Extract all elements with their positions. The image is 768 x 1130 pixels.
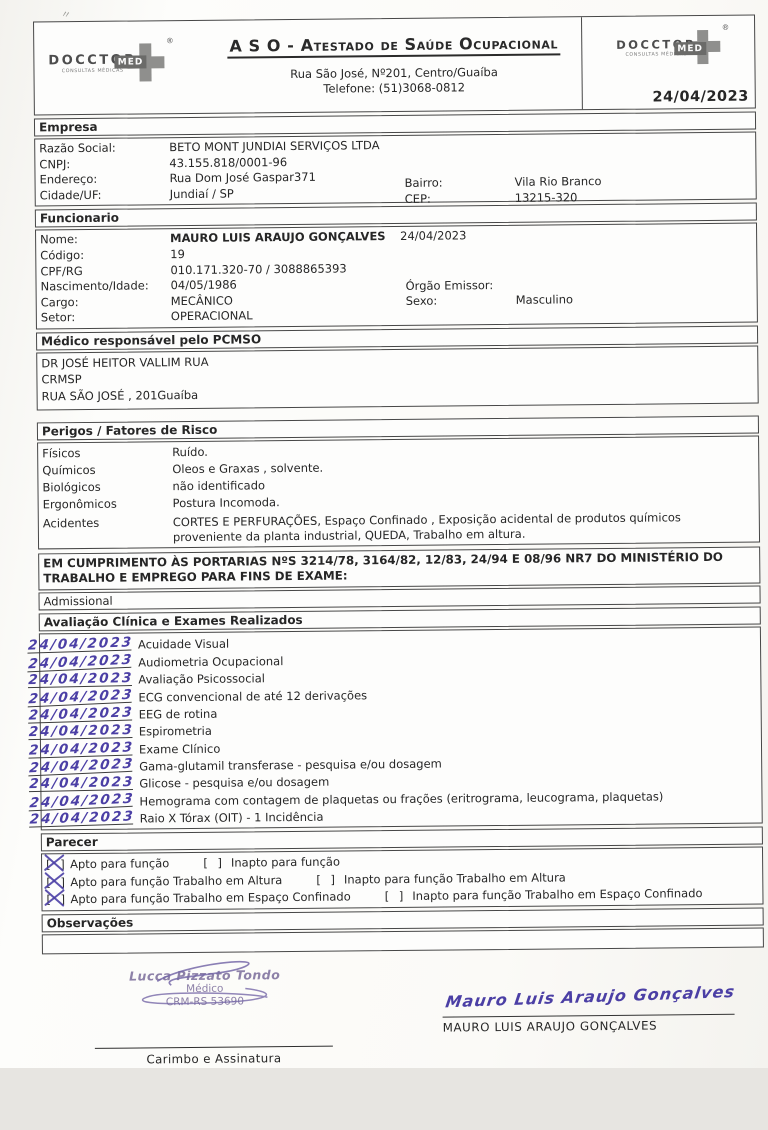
exam-name: Espirometria xyxy=(138,724,212,739)
field-label-cep: CEP: xyxy=(404,191,431,206)
risk-label: Biológicos xyxy=(42,479,101,495)
checkbox-apto-espaco-confinado: [ ] xyxy=(46,891,70,909)
risk-label: Químicos xyxy=(42,462,96,478)
field-label: Setor: xyxy=(40,310,76,325)
field-value: 19 xyxy=(170,246,185,262)
logo-med-text: MED xyxy=(114,55,147,69)
field-value: 43.155.818/0001-96 xyxy=(169,154,288,170)
field-value: MECÂNICO xyxy=(170,293,233,308)
inapto-label: Inapto para função xyxy=(230,854,341,870)
apto-label: Apto para função xyxy=(70,856,170,872)
field-value: 04/05/1986 xyxy=(170,277,237,293)
risk-value: não identificado xyxy=(172,478,266,494)
exam-name: Audiometria Ocupacional xyxy=(138,653,284,670)
risk-value: Postura Incomoda. xyxy=(172,495,280,511)
exam-name: Raio X Tórax (OIT) - 1 Incidência xyxy=(139,809,324,826)
exam-name: Exame Clínico xyxy=(138,741,221,757)
medical-cross-icon: MED ® xyxy=(674,23,729,64)
document-content: 〃 DOCCTOR CONSULTAS MÉDICAS MED ® A S O … xyxy=(27,9,766,1130)
inapto-label: Inapto para função Trabalho em Altura xyxy=(343,870,566,887)
field-value: OPERACIONAL xyxy=(170,308,253,324)
field-value: Rua Dom José Gaspar371 xyxy=(169,169,316,186)
exam-date-handwritten: 24/04/2023 xyxy=(29,808,136,828)
logo-tagline: CONSULTAS MÉDICAS xyxy=(61,68,124,74)
document-title: A S O - Atestado de Saúde Ocupacional xyxy=(227,33,561,59)
checkbox-brackets: [ ] xyxy=(46,874,68,890)
risk-value: Ruído. xyxy=(172,444,208,460)
section-perigos: Físicos Ruído. Químicos Oleos e Graxas ,… xyxy=(37,435,761,550)
employee-signature-handwriting: Mauro Luis Araujo Gonçalves xyxy=(444,982,737,1012)
clinic-address: Rua São José, Nº201, Centro/Guaíba Telef… xyxy=(206,64,581,98)
risk-value: CORTES E PERFURAÇÕES, Espaço Confinado ,… xyxy=(172,510,685,545)
checkbox-apto-funcao: [ ] xyxy=(46,856,70,874)
scanned-document-page: { "colors": { "handwriting_ink": "#4b3fa… xyxy=(0,0,768,1068)
carimbo-assinatura-label: Carimbo e Assinatura xyxy=(146,1051,282,1067)
risk-acidentes: Acidentes CORTES E PERFURAÇÕES, Espaço C… xyxy=(43,509,755,546)
section-parecer: [ ] Apto para função [ ] Inapto para fun… xyxy=(41,846,764,912)
checkbox-inapto-altura: [ ] xyxy=(316,872,339,887)
risk-label: Ergonômicos xyxy=(42,496,117,512)
docctormed-logo-right: DOCCTOR CONSULTAS MÉDICAS MED ® xyxy=(616,23,729,65)
paper-background: { "colors": { "handwriting_ink": "#4b3fa… xyxy=(0,0,768,1068)
logo-med-text: MED xyxy=(674,42,707,56)
stamp-doctor-name: Lucca Pizzato Tondo xyxy=(128,967,281,985)
medical-cross-icon: MED ® xyxy=(114,36,174,81)
field-label: Cargo: xyxy=(40,294,79,310)
stamp-signature-line xyxy=(94,1046,333,1050)
exam-name: EEG de rotina xyxy=(138,706,218,722)
risk-value: Oleos e Graxas , solvente. xyxy=(172,460,324,477)
exam-date-handwritten: 24/04/2023 xyxy=(27,670,134,689)
field-label: Cidade/UF: xyxy=(39,187,102,203)
field-label: Nascimento/Idade: xyxy=(40,278,149,294)
header-right: DOCCTOR CONSULTAS MÉDICAS MED ® 24/04/20… xyxy=(581,15,755,110)
field-value-cep: 13215-320 xyxy=(514,190,578,205)
field-label: Endereço: xyxy=(39,172,98,187)
registered-trademark-icon: ® xyxy=(721,22,730,32)
signature-area: Lucca Pizzato Tondo Médico CRM-RS 53690 … xyxy=(42,948,766,1130)
checkbox-apto-altura: [ ] xyxy=(46,874,70,892)
employee-printed-name: MAURO LUIS ARAUJO GONÇALVES xyxy=(442,1018,658,1036)
field-value: Jundiaí / SP xyxy=(169,186,234,201)
field-label: Razão Social: xyxy=(39,140,116,156)
document-date: 24/04/2023 xyxy=(652,88,749,106)
exam-date-printed: 24/04/2023 xyxy=(400,228,467,244)
inapto-option: [ ] Inapto para função xyxy=(203,854,340,873)
inapto-option: [ ] Inapto para função Trabalho em Espaç… xyxy=(385,885,703,905)
field-label: CPF/RG xyxy=(40,263,83,278)
section-medico-pcmso: DR JOSÉ HEITOR VALLIM RUA CRMSP RUA SÃO … xyxy=(36,345,759,411)
checkbox-inapto-espaco-confinado: [ ] xyxy=(384,888,407,904)
field-label: Código: xyxy=(40,247,85,263)
apto-label: Apto para função Trabalho em Altura xyxy=(70,872,283,889)
section-exames: 24/04/2023 Acuidade Visual 24/04/2023 Au… xyxy=(27,626,763,831)
phone-line: Telefone: (51)3068-0812 xyxy=(323,80,466,96)
docctormed-logo: DOCCTOR CONSULTAS MÉDICAS MED ® xyxy=(48,36,174,82)
section-funcionario: Nome: MAURO LUIS ARAUJO GONÇALVES 24/04/… xyxy=(35,222,758,330)
header-center: A S O - Atestado de Saúde Ocupacional Ru… xyxy=(206,17,582,113)
checkbox-brackets: [ ] xyxy=(46,892,69,907)
document-header: DOCCTOR CONSULTAS MÉDICAS MED ® A S O - … xyxy=(33,14,756,116)
checkbox-inapto-funcao: [ ] xyxy=(203,855,225,871)
exam-date-handwritten: 24/04/2023 xyxy=(28,774,135,793)
exam-name: Avaliação Psicossocial xyxy=(138,671,266,687)
field-label: Nome: xyxy=(40,232,78,247)
inapto-label: Inapto para função Trabalho em Espaço Co… xyxy=(412,886,703,903)
checkbox-brackets: [ ] xyxy=(46,857,68,872)
field-value: 010.171.320-70 / 3088865393 xyxy=(170,261,347,277)
registered-trademark-icon: ® xyxy=(166,36,174,46)
risk-label: Físicos xyxy=(42,445,81,461)
stamp-crm: CRM-RS 53690 xyxy=(165,995,245,1009)
employee-signature-line xyxy=(442,1014,735,1019)
portarias-statement: EM CUMPRIMENTO ÀS PORTARIAS NºS 3214/78,… xyxy=(38,546,761,591)
section-empresa: Razão Social: BETO MONT JUNDIAI SERVIÇOS… xyxy=(34,131,757,207)
field-label: CNPJ: xyxy=(39,156,71,172)
exam-name: Acuidade Visual xyxy=(137,636,230,652)
risk-label: Acidentes xyxy=(42,515,100,531)
header-left: DOCCTOR CONSULTAS MÉDICAS MED ® xyxy=(34,21,207,115)
apto-label: Apto para função Trabalho em Espaço Conf… xyxy=(70,889,351,907)
exam-date-handwritten: 24/04/2023 xyxy=(28,722,135,741)
doctor-stamp: Lucca Pizzato Tondo Médico CRM-RS 53690 xyxy=(97,961,312,1010)
